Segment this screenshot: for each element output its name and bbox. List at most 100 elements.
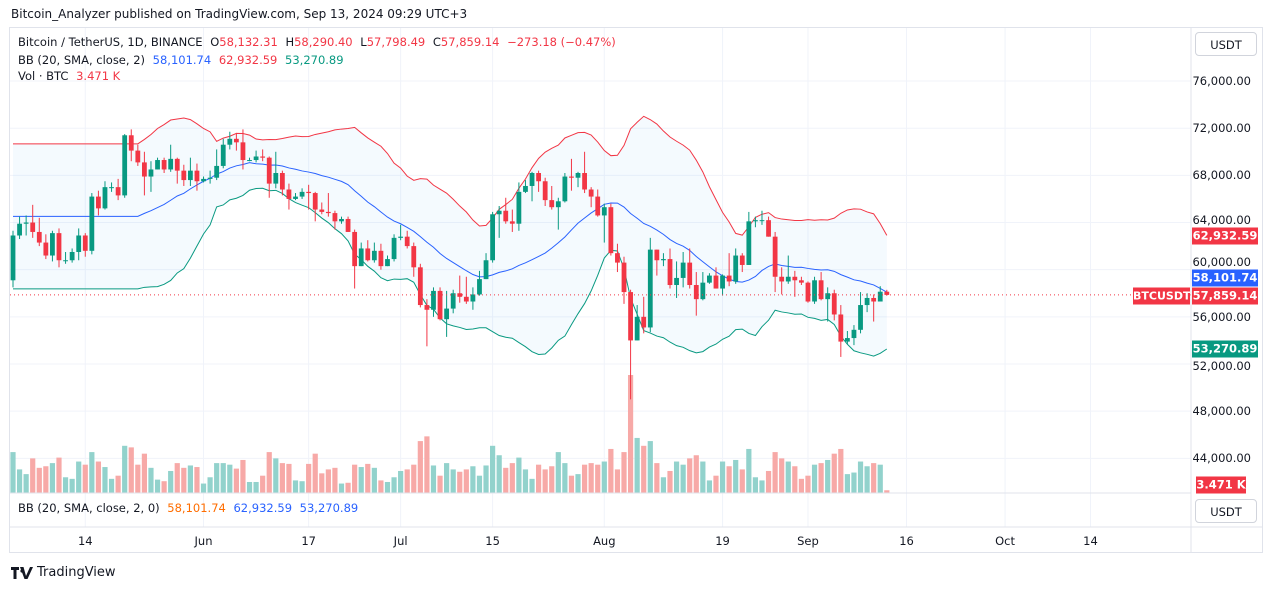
candle (877, 286, 883, 302)
candle (266, 156, 272, 198)
candle-body (404, 236, 410, 247)
candle (621, 256, 627, 304)
volume-bar (319, 473, 325, 493)
volume-bar (818, 463, 824, 493)
candle (233, 132, 239, 151)
candle (851, 325, 857, 346)
candle (680, 251, 686, 288)
candle-body (529, 173, 535, 186)
volume-bar (122, 445, 128, 493)
candle-body (424, 305, 430, 310)
bollinger-upper-line (13, 115, 888, 236)
candle (529, 171, 535, 202)
volume-bar (345, 482, 351, 493)
candle (569, 158, 574, 191)
volume-bar (772, 452, 778, 493)
candle-body (509, 221, 515, 224)
volume-bar (673, 461, 680, 493)
volume-bar (292, 480, 299, 493)
currency-button[interactable]: USDT (1195, 32, 1257, 56)
bb-label[interactable]: BB (20, SMA, close, 2) (18, 53, 145, 67)
candle (779, 267, 785, 295)
volume-bar (739, 469, 745, 493)
candle (582, 151, 587, 194)
candle-body (89, 196, 95, 251)
volume-bar (246, 481, 253, 493)
candle (805, 281, 811, 303)
candle-body (726, 275, 732, 282)
volume-bar (306, 463, 312, 493)
volume-label[interactable]: Vol · BTC (18, 69, 69, 83)
volume-bar (588, 463, 594, 493)
candle-body (299, 191, 305, 197)
candle (766, 216, 771, 237)
time-axis-label: 14 (77, 534, 93, 548)
tradingview-logo[interactable]: TradingView (11, 565, 116, 580)
candle (726, 253, 732, 287)
candle-body (739, 255, 745, 265)
candle-body (569, 176, 574, 178)
candle-body (805, 282, 811, 302)
candle-body (214, 165, 220, 178)
candle (385, 255, 390, 267)
candle (457, 275, 463, 303)
candle-body (851, 329, 857, 339)
candle (575, 171, 581, 188)
candle-body (227, 138, 233, 145)
candle (214, 149, 220, 181)
candle-body (306, 191, 312, 194)
lower-bb-upper: 62,932.59 (233, 501, 293, 515)
candle (174, 157, 180, 184)
volume-bar (457, 471, 463, 493)
volume-bar (430, 465, 437, 493)
candle (50, 230, 55, 262)
time-axis-label: Sep (797, 534, 819, 548)
volume-bar (371, 467, 377, 493)
volume-bar (568, 475, 575, 493)
volume-bar (680, 464, 686, 493)
volume-bar (384, 481, 391, 493)
candle-body (542, 181, 548, 201)
candle (358, 242, 364, 267)
candle (509, 209, 515, 232)
lower-currency-button[interactable]: USDT (1195, 499, 1257, 523)
time-axis-label: 19 (715, 534, 730, 548)
symbol-name[interactable]: Bitcoin / TetherUS, 1D, BINANCE (18, 35, 203, 49)
candle (56, 228, 62, 268)
candle-body (247, 160, 252, 162)
candle-body (555, 201, 561, 208)
candle (555, 197, 561, 230)
volume-bar (522, 469, 529, 493)
candle-body (332, 213, 338, 222)
candle-body (69, 251, 75, 261)
lower-bb-label[interactable]: BB (20, SMA, close, 2, 0) (18, 501, 160, 515)
volume-bar (581, 464, 588, 493)
candle-body (470, 294, 476, 302)
candle (332, 210, 338, 230)
candle (496, 206, 502, 238)
price-axis-label: 72,000.00 (1192, 121, 1251, 136)
candle-body (759, 220, 765, 222)
candle-body (674, 277, 679, 286)
candle (273, 151, 279, 189)
volume-bar (726, 466, 732, 493)
bb-basis-badge: 58,101.74 (1192, 269, 1258, 287)
volume-bar (693, 455, 699, 493)
price-axis-label: 68,000.00 (1192, 168, 1251, 183)
candle (503, 197, 509, 224)
candle-body (693, 285, 699, 300)
candle (634, 305, 640, 341)
volume-bar (660, 477, 667, 493)
volume-bar (82, 464, 88, 493)
volume-bar (417, 441, 423, 493)
candle (490, 211, 496, 263)
volume-bar (338, 483, 345, 493)
volume-bar (667, 470, 673, 493)
open-value: 58,132.31 (219, 35, 278, 49)
candle (661, 253, 666, 267)
volume-bar (608, 448, 614, 493)
candle-body (253, 156, 259, 161)
candle-body (56, 233, 62, 261)
candle-body (391, 237, 397, 260)
